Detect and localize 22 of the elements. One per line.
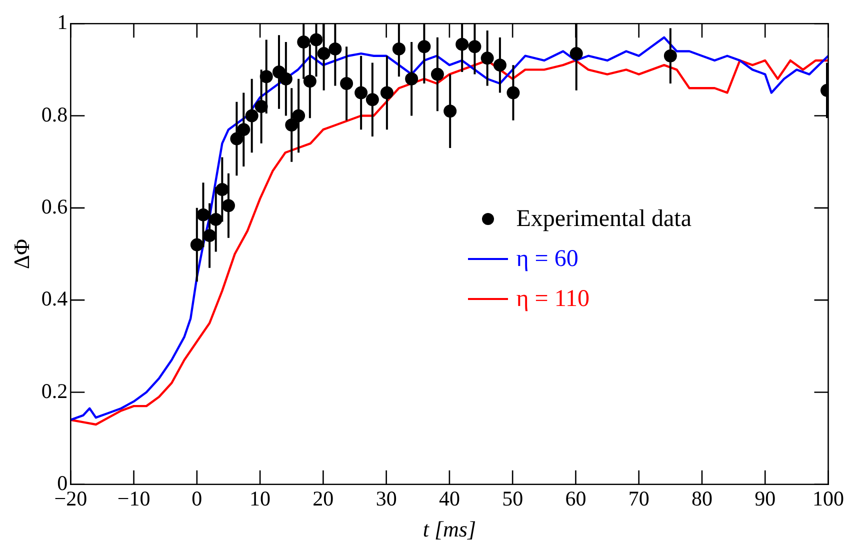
y-tick-label: 0.4 xyxy=(41,286,68,311)
y-tick-label: 1 xyxy=(57,10,68,34)
y-axis-title: ΔΦ xyxy=(8,238,34,270)
legend-label: η = 60 xyxy=(516,244,578,274)
x-tick-label: −10 xyxy=(117,486,150,511)
x-tick-label: 0 xyxy=(192,486,202,511)
x-tick-label: 20 xyxy=(312,486,334,511)
x-tick-label: 30 xyxy=(376,486,397,511)
x-tick-label: 90 xyxy=(754,486,776,511)
x-tick-label: 10 xyxy=(250,486,271,511)
legend-label: η = 110 xyxy=(516,284,590,314)
legend-label: Experimental data xyxy=(516,204,692,234)
x-tick-label: 80 xyxy=(691,486,712,511)
y-tick-label: 0.2 xyxy=(41,378,68,403)
x-axis-title: t [ms] xyxy=(422,516,476,542)
y-tick-label: 0.8 xyxy=(41,102,68,126)
x-tick-label: 60 xyxy=(565,486,586,511)
x-tick-label: 100 xyxy=(812,486,844,511)
x-tick-label: 70 xyxy=(628,486,650,511)
x-tick-label: 40 xyxy=(438,486,460,511)
y-tick-label: 0.6 xyxy=(41,194,68,218)
x-tick-label: 50 xyxy=(502,486,524,511)
